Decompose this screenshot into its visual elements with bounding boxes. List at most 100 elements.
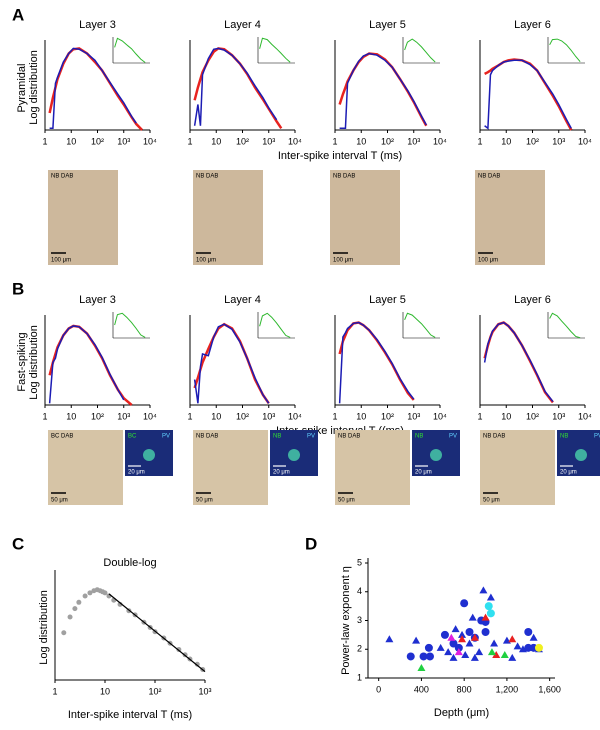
point [385,635,394,643]
x-tick-label: 10 [211,136,221,146]
x-tick-label: 10⁴ [433,411,447,421]
point [486,609,495,618]
point [425,652,434,661]
y-axis-label: Log distribution [28,50,40,125]
x-tick-label: 1 [187,136,192,146]
row-label: Fast-spiking [16,332,28,391]
x-tick-label: 10⁴ [288,411,302,421]
point [492,651,501,658]
x-tick-label: 10² [236,411,249,421]
x-tick-label: 0 [376,684,381,694]
x-tick-label: 10² [526,136,539,146]
series-line [339,52,427,130]
series-line [193,47,278,126]
point [194,661,200,667]
chart-title: Layer 5 [369,294,406,306]
x-tick-label: 10 [211,411,221,421]
stain-label: NB DAB [333,174,355,180]
series-line [338,321,415,401]
scale-label: 100 μm [333,258,353,264]
point [417,663,426,671]
point [82,593,88,599]
cell [288,449,300,461]
x-tick-label: 1,200 [496,684,519,694]
x-tick-label: 1 [332,411,337,421]
x-tick-label: 10³ [407,411,420,421]
x-tick-label: 10² [236,136,249,146]
x-tick-label: 1 [187,411,192,421]
x-tick-label: 10⁴ [578,411,592,421]
point [447,633,456,641]
point [76,599,82,605]
inset-line [259,37,291,63]
x-tick-label: 400 [414,684,429,694]
x-tick-label: 10 [66,136,76,146]
stain-label: NB DAB [483,434,505,440]
chart-title: Layer 4 [224,19,261,31]
series-line [483,321,554,404]
point [436,643,445,651]
x-tick-label: 10⁴ [143,411,157,421]
stain-label: NB DAB [338,434,360,440]
y-tick-label: 3 [357,615,362,625]
point [440,630,449,639]
series-line [338,321,415,404]
point [524,628,533,636]
y-tick-label: 1 [357,672,362,682]
panel-letter: A [12,5,24,24]
x-tick-label: 1 [477,411,482,421]
scale-label: 100 μm [196,258,216,264]
stain-label: BC DAB [51,434,73,440]
x-tick-label: 10⁴ [288,136,302,146]
inset-line [114,37,146,63]
x-tick-label: 10⁴ [433,136,447,146]
x-tick-label: 1 [332,136,337,146]
x-tick-label: 10³ [552,136,565,146]
x-tick-label: 10³ [117,411,130,421]
point [61,630,67,636]
point [481,628,490,636]
x-tick-label: 1 [42,411,47,421]
point [534,643,543,652]
cell [143,449,155,461]
fluor-scale: 20 μm [415,470,432,476]
point [513,642,522,650]
inset-line [549,38,581,63]
x-tick-label: 10 [356,136,366,146]
fluor-scale: 20 μm [560,470,577,476]
x-tick-label: 1,600 [538,684,561,694]
chart-title: Layer 3 [79,19,116,31]
x-axis-label: Depth (μm) [434,707,489,719]
series-line [484,59,572,130]
point [419,652,428,661]
panel-letter: C [12,534,24,553]
x-tick-label: 800 [457,684,472,694]
chart-title: Double-log [103,557,156,569]
x-tick-label: 10² [148,686,161,696]
fluor-label: BC [128,434,137,440]
point [406,652,415,661]
x-tick-label: 10³ [262,411,275,421]
fluor-label: PV [307,434,315,440]
point [460,599,469,608]
point [458,635,467,643]
point [481,613,490,621]
inset-line [114,312,146,338]
point [465,628,474,636]
fluor-label: NB [415,434,423,440]
fluor-label: NB [560,434,568,440]
point [454,643,463,652]
series-line [48,325,125,404]
point [458,630,467,638]
point [72,606,78,612]
fluor-scale: 20 μm [128,470,145,476]
point [490,639,499,647]
point [470,653,479,661]
fluor-label: NB [273,434,281,440]
point [424,643,433,652]
x-tick-label: 10 [501,136,511,146]
x-axis-label: Inter-spike interval T (ms) [68,709,192,721]
x-tick-label: 10³ [262,136,275,146]
x-tick-label: 10³ [198,686,211,696]
point [508,653,517,661]
